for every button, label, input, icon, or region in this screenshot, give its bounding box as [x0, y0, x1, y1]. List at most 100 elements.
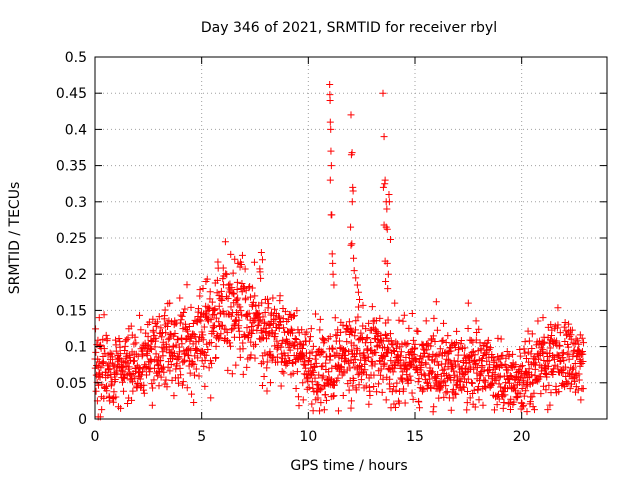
data-point	[199, 285, 207, 293]
data-point	[252, 302, 260, 310]
data-point	[447, 406, 455, 414]
data-point	[234, 294, 242, 302]
data-point	[273, 337, 281, 345]
data-point	[506, 399, 514, 407]
data-point	[555, 342, 563, 350]
data-point	[376, 314, 384, 322]
data-point	[522, 355, 530, 363]
data-point	[496, 355, 504, 363]
data-point	[454, 351, 462, 359]
data-point	[236, 303, 244, 311]
data-point	[128, 396, 136, 404]
data-point	[293, 368, 301, 376]
data-point	[129, 387, 137, 395]
data-point	[210, 310, 218, 318]
data-point	[339, 392, 347, 400]
data-point	[268, 329, 276, 337]
data-point	[266, 321, 274, 329]
data-point	[450, 367, 458, 375]
data-point	[244, 312, 252, 320]
data-point	[560, 323, 568, 331]
data-point	[369, 350, 377, 358]
data-point	[98, 406, 106, 414]
data-point	[243, 363, 251, 371]
data-point	[149, 384, 157, 392]
data-point	[525, 337, 533, 345]
data-point	[452, 361, 460, 369]
data-point	[195, 316, 203, 324]
data-point	[238, 251, 246, 259]
data-point	[351, 355, 359, 363]
data-point	[353, 344, 361, 352]
data-point	[163, 383, 171, 391]
data-point	[359, 301, 367, 309]
data-point	[427, 342, 435, 350]
data-point	[345, 318, 353, 326]
data-point	[439, 378, 447, 386]
data-point	[289, 329, 297, 337]
data-point	[299, 379, 307, 387]
data-point	[295, 402, 303, 410]
data-point	[219, 264, 227, 272]
data-point	[411, 340, 419, 348]
data-point	[214, 335, 222, 343]
data-point	[329, 259, 337, 267]
data-point	[492, 376, 500, 384]
data-point	[331, 314, 339, 322]
data-point	[108, 350, 116, 358]
data-point	[144, 333, 152, 341]
data-point	[140, 389, 148, 397]
data-point	[262, 335, 270, 343]
data-point	[416, 404, 424, 412]
data-point	[106, 349, 114, 357]
data-point	[462, 359, 470, 367]
data-point	[370, 371, 378, 379]
data-point	[265, 300, 273, 308]
data-point	[510, 384, 518, 392]
data-point	[414, 327, 422, 335]
data-point	[474, 386, 482, 394]
data-point	[231, 255, 239, 263]
data-point	[319, 348, 327, 356]
data-point	[224, 294, 232, 302]
data-point	[234, 259, 242, 267]
data-point	[281, 308, 289, 316]
data-point	[235, 327, 243, 335]
data-point	[379, 337, 387, 345]
data-point	[193, 346, 201, 354]
data-point	[397, 348, 405, 356]
data-point	[534, 355, 542, 363]
data-point	[350, 267, 358, 275]
data-point	[114, 361, 122, 369]
data-point	[373, 328, 381, 336]
data-point	[467, 337, 475, 345]
data-point	[291, 335, 299, 343]
data-point	[358, 369, 366, 377]
y-tick-label: 0.1	[65, 340, 87, 356]
data-point	[383, 259, 391, 267]
data-point	[239, 370, 247, 378]
data-point	[326, 356, 334, 364]
data-point	[464, 299, 472, 307]
data-point	[479, 342, 487, 350]
data-point	[513, 394, 521, 402]
data-point	[539, 339, 547, 347]
data-point	[183, 384, 191, 392]
data-point	[373, 388, 381, 396]
data-point	[392, 338, 400, 346]
data-point	[364, 353, 372, 361]
data-point	[520, 392, 528, 400]
data-point	[327, 125, 335, 133]
data-point	[395, 357, 403, 365]
data-point	[189, 319, 197, 327]
data-point	[248, 284, 256, 292]
data-point	[430, 403, 438, 411]
data-point	[322, 396, 330, 404]
data-point	[405, 324, 413, 332]
data-point	[481, 383, 489, 391]
data-point	[138, 368, 146, 376]
data-point	[542, 386, 550, 394]
data-point	[433, 375, 441, 383]
data-point	[431, 352, 439, 360]
data-point	[460, 383, 468, 391]
